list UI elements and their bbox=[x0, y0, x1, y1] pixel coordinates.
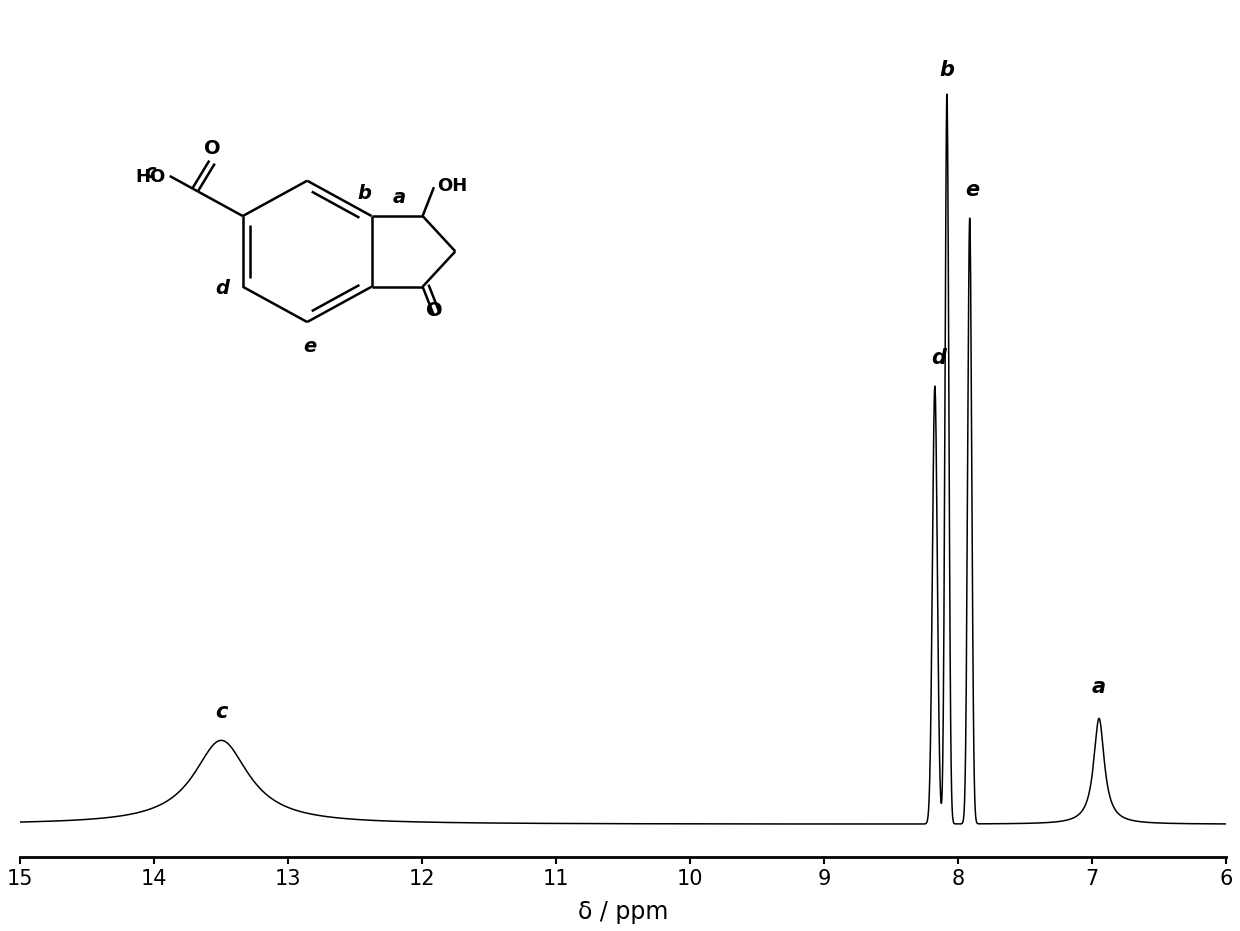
Text: O: O bbox=[427, 302, 443, 320]
X-axis label: δ / ppm: δ / ppm bbox=[578, 900, 668, 924]
Text: a: a bbox=[392, 188, 405, 207]
Text: d: d bbox=[931, 348, 946, 368]
Text: HO: HO bbox=[135, 168, 165, 186]
Text: O: O bbox=[205, 140, 221, 158]
Text: b: b bbox=[940, 60, 955, 80]
Text: d: d bbox=[216, 279, 229, 298]
Text: a: a bbox=[1092, 677, 1106, 696]
Text: b: b bbox=[358, 184, 372, 203]
Text: OH: OH bbox=[436, 177, 467, 196]
Text: c: c bbox=[215, 702, 227, 722]
Text: e: e bbox=[966, 181, 980, 200]
Text: e: e bbox=[303, 337, 316, 356]
Text: c: c bbox=[145, 163, 156, 182]
